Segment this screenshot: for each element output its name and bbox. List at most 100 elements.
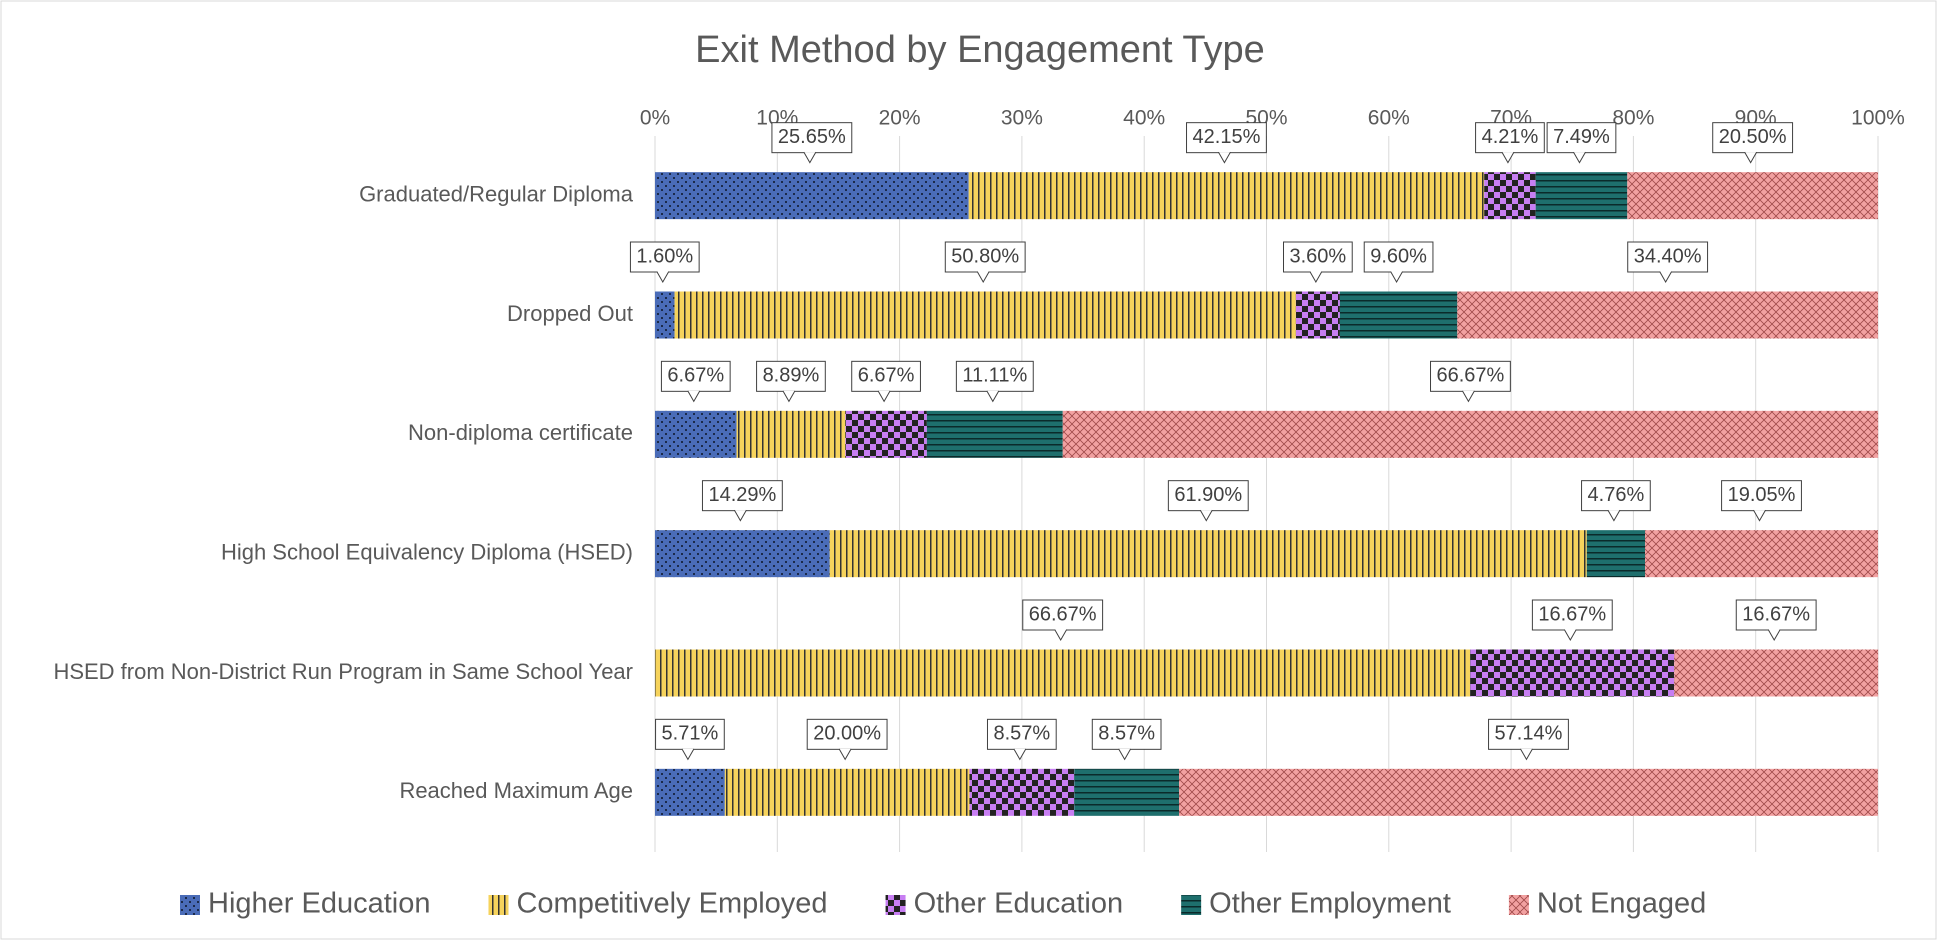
label-box bbox=[1022, 599, 1104, 631]
x-tick-label: 30% bbox=[1001, 107, 1043, 130]
data-label-text: 8.57% bbox=[1098, 723, 1155, 745]
data-label-text: 57.14% bbox=[1495, 723, 1563, 745]
bar-segment bbox=[655, 768, 725, 816]
label-box bbox=[986, 718, 1057, 750]
x-tick-label: 60% bbox=[1368, 107, 1410, 130]
label-pointer bbox=[733, 509, 747, 522]
data-label-text: 1.60% bbox=[636, 245, 693, 267]
data-label-text: 20.50% bbox=[1719, 126, 1787, 148]
label-box bbox=[1735, 599, 1817, 631]
data-label-text: 16.67% bbox=[1538, 603, 1606, 625]
legend-label: Other Employment bbox=[1209, 888, 1451, 920]
label-pointer bbox=[687, 390, 701, 403]
data-label: 5.71% bbox=[655, 718, 725, 761]
label-box bbox=[1721, 480, 1802, 512]
data-label: 42.15% bbox=[1186, 122, 1267, 164]
label-box bbox=[1167, 480, 1249, 512]
label-pointer bbox=[1054, 629, 1068, 642]
label-pointer bbox=[1607, 509, 1621, 522]
label-pointer bbox=[1573, 151, 1586, 164]
data-label: 8.57% bbox=[986, 718, 1057, 761]
label-pointer bbox=[1520, 748, 1533, 761]
label-pointer bbox=[1199, 509, 1213, 522]
data-label: 66.67% bbox=[1022, 599, 1104, 642]
data-label-text: 9.60% bbox=[1370, 245, 1427, 267]
x-tick-label: 80% bbox=[1612, 107, 1654, 130]
bar-segment bbox=[1457, 291, 1878, 339]
data-label-text: 20.00% bbox=[813, 723, 881, 745]
label-box bbox=[1546, 122, 1617, 154]
data-label: 34.40% bbox=[1627, 241, 1709, 284]
data-label: 20.00% bbox=[806, 718, 888, 761]
label-box bbox=[660, 360, 731, 392]
legend-label: Higher Education bbox=[208, 888, 430, 920]
bar-segment bbox=[1179, 768, 1878, 816]
data-label-text: 4.76% bbox=[1588, 484, 1645, 506]
data-label-text: 50.80% bbox=[951, 245, 1019, 267]
data-label: 4.21% bbox=[1475, 122, 1545, 164]
label-pointer bbox=[803, 151, 817, 164]
data-label-text: 34.40% bbox=[1634, 245, 1702, 267]
legend-label: Not Engaged bbox=[1537, 888, 1706, 920]
label-pointer bbox=[976, 271, 990, 284]
label-box bbox=[1475, 122, 1545, 154]
bar-segment bbox=[1535, 172, 1628, 220]
category-label: HSED from Non-District Run Program in Sa… bbox=[53, 659, 633, 684]
bar-segment bbox=[655, 530, 830, 578]
label-pointer bbox=[1013, 748, 1027, 761]
bar-segment bbox=[1484, 172, 1536, 220]
x-tick-label: 0% bbox=[640, 107, 670, 130]
label-pointer bbox=[838, 748, 852, 761]
bar-segment bbox=[655, 291, 675, 339]
label-pointer bbox=[1309, 271, 1323, 284]
data-label-text: 16.67% bbox=[1742, 603, 1810, 625]
data-label-text: 42.15% bbox=[1193, 126, 1261, 148]
label-box bbox=[1627, 241, 1709, 273]
label-box bbox=[1283, 241, 1353, 273]
data-label: 25.65% bbox=[771, 122, 853, 164]
data-label-text: 19.05% bbox=[1728, 484, 1796, 506]
data-label-text: 5.71% bbox=[662, 723, 719, 745]
label-pointer bbox=[1218, 151, 1231, 164]
data-label: 50.80% bbox=[944, 241, 1026, 284]
data-label: 3.60% bbox=[1283, 241, 1353, 284]
legend-label: Competitively Employed bbox=[516, 888, 827, 920]
label-box bbox=[1581, 480, 1651, 512]
label-box bbox=[944, 241, 1026, 273]
label-box bbox=[1363, 241, 1434, 273]
label-pointer bbox=[681, 748, 695, 761]
legend-swatch bbox=[1508, 895, 1529, 915]
label-pointer bbox=[1563, 629, 1577, 642]
legend-swatch bbox=[180, 895, 200, 915]
label-pointer bbox=[782, 390, 796, 403]
legend-swatch bbox=[488, 895, 509, 915]
data-label: 16.67% bbox=[1735, 599, 1817, 642]
bar-segment bbox=[1627, 172, 1878, 220]
data-label: 66.67% bbox=[1430, 360, 1511, 403]
data-label-text: 4.21% bbox=[1482, 126, 1539, 148]
bar-segment bbox=[845, 410, 927, 458]
data-label-text: 8.89% bbox=[763, 365, 820, 387]
label-box bbox=[655, 718, 725, 750]
bar-segment bbox=[1586, 530, 1646, 578]
legend-label: Other Education bbox=[914, 888, 1124, 920]
data-label: 1.60% bbox=[629, 241, 700, 284]
data-label-text: 11.11% bbox=[962, 365, 1027, 387]
data-label-text: 61.90% bbox=[1174, 484, 1242, 506]
data-label: 61.90% bbox=[1167, 480, 1249, 522]
label-box bbox=[806, 718, 888, 750]
category-label: Reached Maximum Age bbox=[399, 778, 633, 803]
label-pointer bbox=[1501, 151, 1515, 164]
bar-segment bbox=[1295, 291, 1340, 339]
bar-segment bbox=[655, 410, 737, 458]
bar-segment bbox=[674, 291, 1296, 339]
data-label: 6.67% bbox=[851, 360, 921, 403]
label-pointer bbox=[656, 271, 670, 284]
data-label-text: 25.65% bbox=[778, 126, 846, 148]
category-label: Dropped Out bbox=[507, 301, 633, 326]
bar-segment bbox=[969, 768, 1075, 816]
label-pointer bbox=[1744, 151, 1758, 164]
label-box bbox=[756, 360, 826, 392]
data-label: 8.89% bbox=[756, 360, 826, 403]
